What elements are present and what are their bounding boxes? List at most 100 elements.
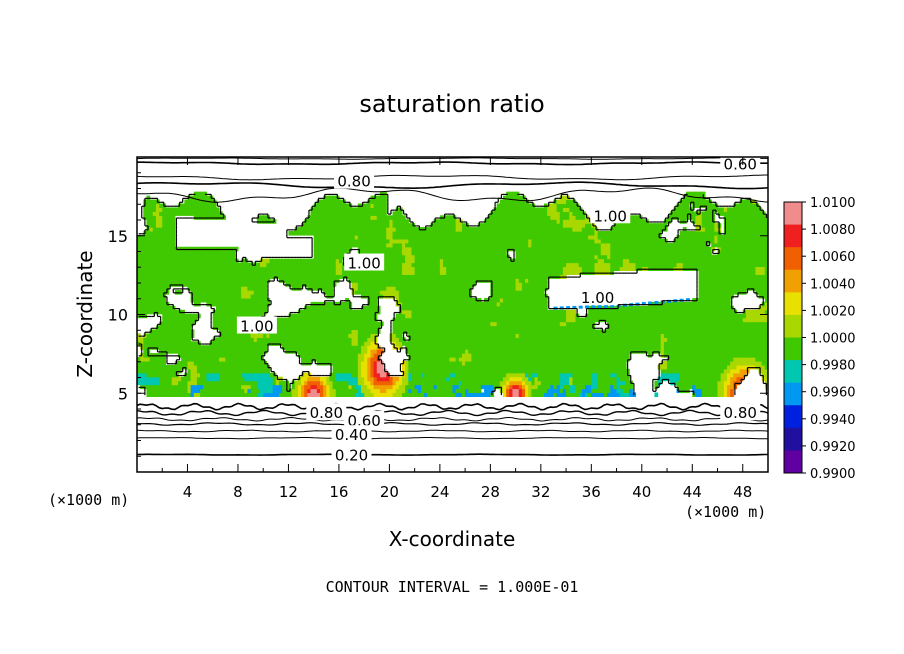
field-cell <box>310 321 315 327</box>
field-cell <box>506 392 510 397</box>
field-cell <box>184 333 189 338</box>
field-cell <box>146 309 151 315</box>
field-cell <box>345 360 349 366</box>
field-cell <box>446 349 450 354</box>
field-cell <box>506 313 510 319</box>
field-cell <box>471 388 476 394</box>
field-cell <box>468 380 473 386</box>
field-cell <box>354 372 359 378</box>
field-cell <box>449 333 454 338</box>
field-cell <box>395 211 400 216</box>
field-cell <box>354 337 359 342</box>
field-cell <box>212 372 217 378</box>
field-cell <box>370 215 375 220</box>
field-cell <box>316 357 321 362</box>
field-cell <box>152 242 157 248</box>
field-cell <box>373 274 378 279</box>
field-cell <box>468 258 473 264</box>
field-cell <box>137 297 141 303</box>
field-cell <box>159 278 163 283</box>
field-cell <box>379 219 384 224</box>
field-cell <box>345 349 349 354</box>
field-cell <box>480 223 485 228</box>
field-cell <box>269 266 274 271</box>
field-cell <box>187 341 192 346</box>
field-cell <box>332 321 337 327</box>
field-cell <box>187 349 192 354</box>
field-cell <box>458 223 463 228</box>
field-cell <box>354 309 359 315</box>
field-cell <box>250 297 255 303</box>
field-cell <box>316 246 321 252</box>
field-cell <box>181 376 185 382</box>
field-cell <box>278 329 283 334</box>
field-cell <box>496 341 501 346</box>
field-cell <box>490 250 495 256</box>
field-cell <box>190 357 195 362</box>
field-cell <box>395 317 400 323</box>
field-cell <box>342 341 346 346</box>
field-cell <box>376 246 381 252</box>
field-cell <box>424 254 428 260</box>
field-cell <box>237 262 242 268</box>
field-cell <box>509 278 514 283</box>
field-cell <box>203 266 208 271</box>
field-cell <box>370 353 375 358</box>
field-cell <box>310 329 315 334</box>
field-cell <box>502 211 507 216</box>
field-cell <box>174 270 179 275</box>
field-cell <box>348 238 353 244</box>
field-cell <box>253 364 258 370</box>
field-cell <box>253 278 258 283</box>
field-cell <box>370 349 375 354</box>
field-cell <box>424 349 428 354</box>
field-cell <box>304 372 308 378</box>
field-cell <box>241 384 245 390</box>
field-cell <box>165 282 170 287</box>
field-cell <box>329 258 334 264</box>
field-cell <box>373 219 378 224</box>
field-cell <box>521 372 526 378</box>
field-cell <box>244 353 249 358</box>
field-cell <box>171 274 176 279</box>
field-cell <box>237 305 242 311</box>
field-cell <box>323 349 327 354</box>
field-cell <box>348 278 353 283</box>
field-cell <box>234 384 239 390</box>
field-cell <box>155 258 160 264</box>
field-cell <box>474 360 479 366</box>
field-cell <box>162 360 166 366</box>
field-cell <box>225 360 230 366</box>
field-cell <box>499 231 504 236</box>
field-cell <box>165 368 170 374</box>
field-cell <box>383 290 387 295</box>
field-cell <box>253 345 258 350</box>
field-cell <box>351 357 356 362</box>
field-cell <box>398 392 403 397</box>
field-cell <box>449 234 454 240</box>
field-cell <box>471 341 476 346</box>
field-cell <box>146 254 151 260</box>
field-cell <box>269 392 274 397</box>
field-cell <box>477 360 482 366</box>
field-cell <box>266 368 271 374</box>
field-cell <box>392 242 397 248</box>
field-cell <box>439 392 444 397</box>
field-cell <box>165 238 170 244</box>
field-cell <box>521 301 526 307</box>
field-cell <box>395 294 400 299</box>
field-cell <box>452 254 457 260</box>
field-cell <box>509 297 514 303</box>
field-cell <box>332 258 337 264</box>
field-cell <box>174 254 179 260</box>
field-cell <box>326 278 331 283</box>
field-cell <box>373 376 378 382</box>
field-cell <box>518 274 523 279</box>
field-cell <box>395 238 400 244</box>
field-cell <box>436 321 441 327</box>
field-cell <box>499 207 504 212</box>
field-cell <box>484 325 488 331</box>
field-cell <box>395 345 400 350</box>
field-cell <box>480 321 485 327</box>
field-cell <box>373 286 378 291</box>
